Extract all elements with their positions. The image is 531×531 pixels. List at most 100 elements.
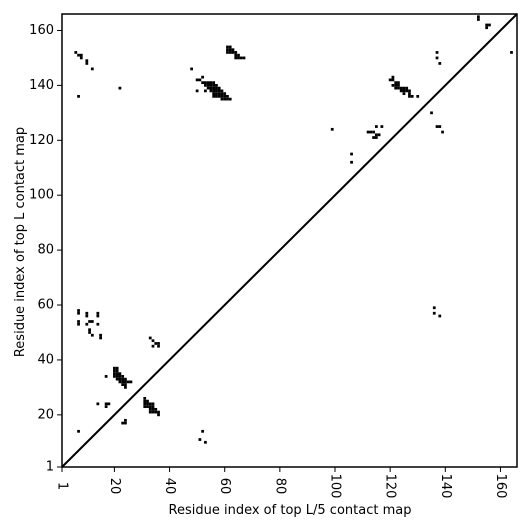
- contact-cell: [143, 399, 147, 403]
- contact-cell: [402, 89, 406, 93]
- contact-cell: [397, 81, 400, 85]
- contact-cell: [394, 81, 398, 85]
- contact-cell: [151, 339, 155, 343]
- x-tick-label: 140: [438, 474, 453, 499]
- contact-cell: [154, 342, 158, 345]
- contact-cell: [126, 380, 130, 384]
- contact-cell: [77, 311, 80, 315]
- x-tick-label: 100: [328, 474, 343, 499]
- contact-cell: [212, 81, 216, 85]
- contact-cell: [88, 320, 91, 323]
- contact-cell: [408, 89, 411, 93]
- contact-cell: [223, 97, 227, 101]
- contact-cell: [228, 97, 232, 101]
- contact-cell: [226, 97, 229, 101]
- y-axis-label: Residue index of top L contact map: [13, 127, 28, 357]
- contact-cell: [190, 67, 193, 71]
- x-axis-label: Residue index of top L/5 contact map: [169, 503, 412, 518]
- contact-cell: [377, 133, 381, 137]
- contact-cell: [239, 56, 243, 60]
- contact-cell: [438, 62, 442, 65]
- contact-cell: [96, 322, 100, 326]
- contact-cell: [121, 421, 125, 425]
- contact-cell: [242, 56, 246, 60]
- y-tick-label: 120: [29, 133, 54, 148]
- contact-cell: [201, 75, 205, 79]
- contact-cell: [394, 84, 398, 87]
- contact-cell: [148, 336, 152, 340]
- contact-cell: [77, 320, 80, 323]
- contact-cell: [228, 48, 232, 52]
- contact-cell: [220, 94, 224, 98]
- x-tick-label: 160: [493, 474, 508, 499]
- contact-cell: [88, 328, 91, 332]
- contact-cell: [209, 81, 213, 85]
- contact-cell: [366, 130, 370, 134]
- x-tick-label: 80: [272, 478, 287, 495]
- contact-cell: [408, 94, 411, 98]
- y-tick-label: 40: [37, 352, 54, 367]
- contact-cell: [488, 23, 491, 27]
- contact-cell: [154, 407, 158, 411]
- contact-cell: [215, 86, 218, 90]
- contact-cell: [402, 92, 406, 95]
- contact-cell: [99, 336, 102, 340]
- contact-cell: [85, 314, 89, 318]
- contact-cell: [118, 372, 122, 376]
- contact-cell: [408, 92, 411, 95]
- diagonal-line: [61, 13, 518, 468]
- x-tick-label: 60: [217, 478, 232, 495]
- contact-cell: [215, 92, 218, 95]
- contact-cell: [438, 125, 442, 128]
- contact-cell: [157, 344, 160, 348]
- contact-cell: [124, 386, 127, 389]
- contact-cell: [148, 410, 152, 414]
- y-tick-label: 60: [37, 298, 54, 313]
- contact-cell: [416, 94, 420, 98]
- y-tick-label: 100: [29, 188, 54, 203]
- contact-cell: [397, 84, 400, 87]
- y-tick-label: 20: [37, 407, 54, 422]
- contact-cell: [369, 130, 373, 134]
- x-tick-label: 120: [383, 474, 398, 499]
- contact-cell: [217, 86, 221, 90]
- contact-cell: [217, 94, 221, 98]
- contact-cell: [215, 94, 218, 98]
- contact-cell: [234, 56, 238, 60]
- contact-cell: [477, 15, 480, 19]
- contact-cell: [121, 383, 125, 387]
- contact-cell: [201, 81, 205, 85]
- contact-cell: [79, 53, 83, 57]
- contact-cell: [215, 84, 218, 87]
- contact-cell: [394, 86, 398, 90]
- x-tick-label: 40: [162, 478, 177, 495]
- contact-cell: [124, 421, 127, 425]
- contact-cell: [151, 405, 155, 408]
- contact-cell: [438, 314, 442, 318]
- contact-cell: [124, 380, 127, 384]
- contact-cell: [118, 375, 122, 378]
- contact-cell: [397, 86, 400, 90]
- contact-cell: [79, 56, 83, 60]
- contact-cell: [212, 84, 216, 87]
- contact-cell: [226, 45, 229, 49]
- contact-cell: [121, 380, 125, 384]
- contact-cell: [96, 314, 100, 318]
- x-axis-ticks: 1 20 40 60 80 100 120 140 160: [55, 467, 508, 498]
- contact-cell: [209, 89, 213, 93]
- contact-cell: [129, 380, 133, 384]
- contact-cell: [485, 23, 489, 27]
- contact-cell: [124, 383, 127, 387]
- contact-cell: [115, 372, 119, 376]
- contact-cell: [113, 369, 116, 373]
- contact-cell: [148, 405, 152, 408]
- contact-cell: [212, 92, 216, 95]
- contact-cell: [206, 86, 210, 90]
- contact-cell: [85, 311, 89, 315]
- contact-cell: [212, 86, 216, 90]
- contact-cell: [477, 18, 480, 21]
- contact-cell: [405, 89, 409, 93]
- contact-cell: [151, 402, 155, 406]
- contact-cell: [90, 320, 94, 323]
